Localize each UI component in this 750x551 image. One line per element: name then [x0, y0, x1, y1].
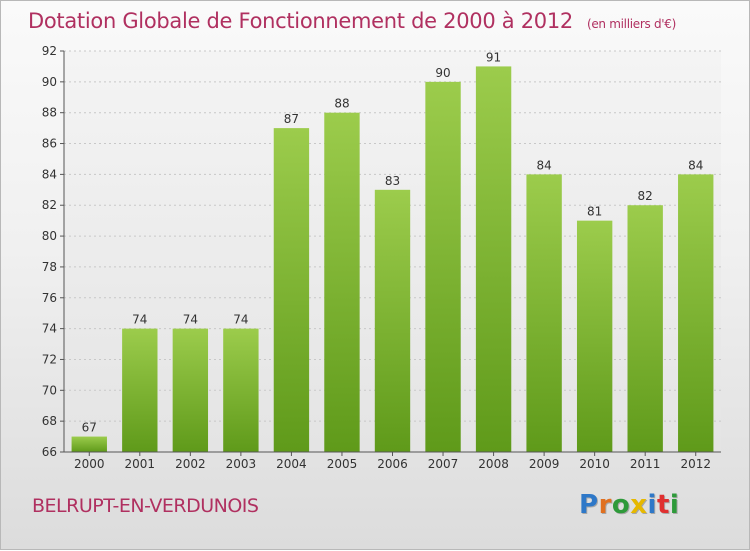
- x-tick-label: 2001: [125, 457, 156, 471]
- bar-value-label: 74: [132, 313, 147, 327]
- bar-value-label: 81: [587, 205, 602, 219]
- chart-subtitle: (en milliers d'€): [586, 17, 676, 31]
- x-tick-label: 2005: [327, 457, 358, 471]
- brand-logo: Proxiti: [579, 490, 679, 520]
- y-tick-label: 78: [42, 260, 57, 274]
- chart-title: Dotation Globale de Fonctionnement de 20…: [28, 9, 676, 33]
- x-tick-label: 2006: [377, 457, 408, 471]
- y-tick-label: 70: [42, 383, 57, 397]
- bar-value-label: 83: [385, 174, 400, 188]
- y-tick-label: 86: [42, 137, 57, 151]
- brand-letter: x: [630, 490, 648, 520]
- y-tick-label: 92: [42, 44, 57, 58]
- x-tick-label: 2012: [680, 457, 711, 471]
- bar: [71, 436, 107, 452]
- x-tick-label: 2003: [226, 457, 257, 471]
- bar-value-label: 74: [233, 313, 248, 327]
- bar-value-label: 90: [435, 66, 450, 80]
- commune-name: BELRUPT-EN-VERDUNOIS: [32, 495, 259, 517]
- bar-value-label: 91: [486, 50, 501, 64]
- bar: [425, 81, 461, 452]
- bar: [576, 220, 613, 452]
- y-tick-label: 82: [42, 198, 57, 212]
- bar-value-label: 67: [82, 421, 97, 435]
- brand-letter: r: [598, 490, 612, 520]
- bar: [374, 189, 411, 453]
- brand-letter: o: [611, 490, 631, 520]
- bar-value-label: 84: [688, 158, 703, 172]
- x-tick-label: 2002: [175, 457, 206, 471]
- brand-letter: t: [656, 490, 670, 520]
- brand-letter: i: [669, 490, 680, 520]
- y-axis: 66 68 70 72 74 76 78 80 82 84 86 88 90 92: [42, 44, 65, 459]
- x-tick-label: 2004: [276, 457, 307, 471]
- bar-value-label: 82: [638, 189, 653, 203]
- bar: [122, 328, 158, 452]
- y-tick-label: 90: [42, 75, 57, 89]
- chart-title-text: Dotation Globale de Fonctionnement de 20…: [28, 9, 573, 33]
- bar: [273, 128, 310, 452]
- brand-letter: P: [579, 490, 599, 520]
- x-axis: 2000 2001 2002 2003 2004 2005 2006 2007 2008 2009…: [64, 451, 721, 471]
- bar: [678, 174, 714, 452]
- y-tick-label: 68: [42, 414, 57, 428]
- y-tick-label: 72: [42, 352, 57, 366]
- y-tick-label: 84: [42, 167, 57, 181]
- y-tick-label: 88: [42, 106, 57, 120]
- x-tick-label: 2011: [630, 457, 661, 471]
- bars: 67 74 74 74 87 88 83 90 91 84 81 82 84: [71, 50, 714, 453]
- bar-value-label: 84: [536, 158, 551, 172]
- x-tick-label: 2008: [478, 457, 509, 471]
- bar: [475, 66, 512, 452]
- x-tick-label: 2000: [74, 457, 105, 471]
- bar: [324, 112, 360, 452]
- x-tick-label: 2009: [529, 457, 560, 471]
- bar: [172, 328, 209, 452]
- bar-value-label: 87: [284, 112, 299, 126]
- x-tick-label: 2007: [428, 457, 459, 471]
- y-tick-label: 66: [42, 445, 57, 459]
- bar-value-label: 88: [334, 97, 349, 111]
- bar: [223, 328, 259, 452]
- bar-value-label: 74: [183, 313, 198, 327]
- y-tick-label: 76: [42, 291, 57, 305]
- y-tick-label: 74: [42, 322, 57, 336]
- y-tick-label: 80: [42, 229, 57, 243]
- x-tick-label: 2010: [579, 457, 610, 471]
- bar: [627, 205, 663, 452]
- bar: [526, 174, 562, 452]
- brand-letter: i: [647, 490, 657, 520]
